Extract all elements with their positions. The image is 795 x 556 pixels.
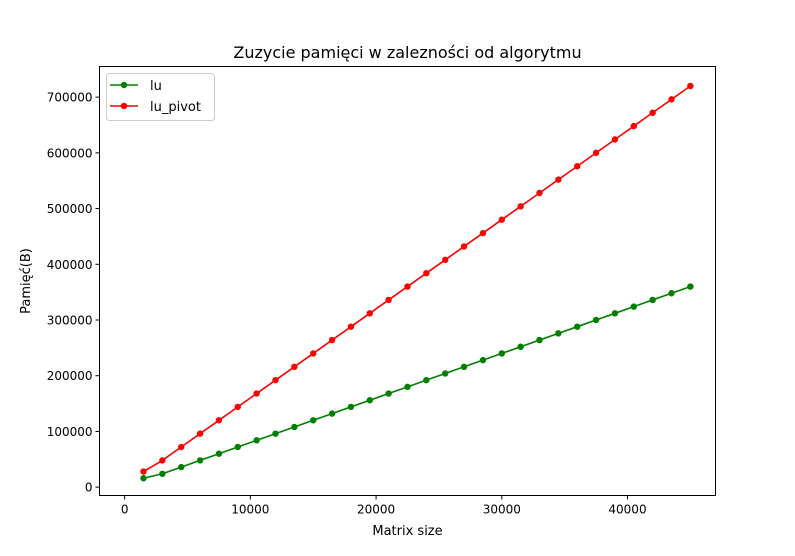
data-point-lu: [649, 296, 656, 304]
legend-marker-lu_pivot: [120, 102, 128, 110]
data-point-lu_pivot: [687, 82, 694, 90]
series-layer: [140, 82, 694, 482]
data-point-lu_pivot: [328, 336, 336, 344]
y-tick-label: 200000: [47, 369, 93, 383]
x-tick-label: 40000: [608, 503, 646, 517]
plot-area: [99, 66, 716, 496]
data-point-lu: [140, 475, 147, 482]
data-point-lu_pivot: [649, 109, 656, 116]
data-point-lu_pivot: [215, 417, 223, 424]
data-point-lu: [215, 450, 223, 457]
data-point-lu: [178, 463, 185, 471]
data-point-lu: [253, 437, 260, 444]
x-tick-label: 30000: [483, 503, 521, 517]
y-tick-label: 0: [85, 481, 93, 495]
y-tick-label: 100000: [47, 425, 93, 439]
data-point-lu_pivot: [592, 149, 600, 157]
data-point-lu: [668, 290, 675, 297]
plot-frame: [99, 66, 716, 496]
data-point-lu: [630, 303, 637, 310]
data-point-lu: [479, 356, 487, 364]
data-point-lu: [328, 410, 336, 417]
legend: lu lu_pivot: [106, 73, 215, 121]
y-axis-label: Pamięć(B): [19, 248, 34, 314]
data-point-lu_pivot: [310, 350, 317, 357]
data-point-lu: [291, 423, 298, 431]
data-point-lu_pivot: [668, 96, 675, 103]
y-tick-label: 600000: [47, 146, 93, 160]
legend-label-lu: lu: [150, 79, 162, 94]
data-point-lu_pivot: [442, 256, 449, 264]
data-point-lu_pivot: [159, 457, 166, 464]
data-point-lu: [159, 470, 166, 477]
x-tick-label: 20000: [357, 503, 395, 517]
data-point-lu: [423, 376, 430, 384]
data-point-lu: [517, 343, 524, 350]
y-tick-label: 500000: [47, 202, 93, 216]
x-axis-label: Matrix size: [372, 524, 442, 539]
data-point-lu: [687, 283, 694, 290]
data-point-lu: [234, 443, 241, 451]
y-axis: 0 100000 200000 300000 400000 500000 600000 700…: [47, 91, 100, 495]
data-point-lu_pivot: [291, 363, 298, 370]
data-point-lu_pivot: [347, 323, 355, 330]
data-point-lu: [498, 350, 505, 357]
legend-marker-lu: [120, 81, 128, 89]
x-tick-label: 0: [121, 503, 129, 517]
data-point-lu_pivot: [423, 270, 430, 277]
data-point-lu: [574, 323, 581, 330]
y-tick-label: 300000: [47, 314, 93, 328]
data-point-lu: [272, 430, 279, 437]
data-point-lu_pivot: [574, 163, 581, 170]
data-point-lu_pivot: [140, 468, 147, 475]
data-point-lu_pivot: [536, 189, 543, 197]
data-point-lu: [460, 363, 468, 370]
data-point-lu: [442, 370, 449, 377]
data-point-lu: [310, 417, 317, 424]
legend-label-lu_pivot: lu_pivot: [150, 100, 201, 115]
chart-title: Zuzycie pamięci w zalezności od algorytm…: [233, 43, 581, 62]
y-tick-label: 700000: [47, 91, 93, 105]
y-tick-label: 400000: [47, 258, 93, 272]
data-point-lu_pivot: [630, 122, 637, 130]
data-point-lu: [592, 316, 600, 324]
data-point-lu_pivot: [611, 136, 619, 143]
data-point-lu: [536, 336, 543, 344]
data-point-lu: [611, 310, 619, 317]
data-point-lu_pivot: [479, 229, 487, 237]
data-point-lu_pivot: [555, 176, 562, 183]
data-point-lu_pivot: [404, 283, 411, 290]
series-line-lu: [143, 285, 691, 480]
data-point-lu_pivot: [517, 203, 524, 210]
data-point-lu_pivot: [234, 403, 241, 411]
x-tick-label: 10000: [231, 503, 269, 517]
data-point-lu_pivot: [272, 376, 279, 384]
data-point-lu_pivot: [366, 310, 373, 317]
data-point-lu_pivot: [178, 443, 185, 451]
data-point-lu_pivot: [460, 243, 468, 250]
data-point-lu: [555, 330, 562, 337]
data-point-lu: [196, 457, 204, 464]
data-point-lu_pivot: [385, 296, 392, 304]
data-point-lu: [366, 397, 373, 404]
data-point-lu: [385, 390, 392, 397]
data-point-lu_pivot: [253, 390, 260, 397]
data-point-lu_pivot: [196, 430, 204, 437]
x-axis: 0 10000 20000 30000 40000: [121, 495, 647, 517]
series-line-lu_pivot: [143, 85, 691, 473]
data-point-lu: [347, 403, 355, 411]
data-point-lu: [404, 383, 411, 391]
data-point-lu_pivot: [498, 216, 505, 223]
